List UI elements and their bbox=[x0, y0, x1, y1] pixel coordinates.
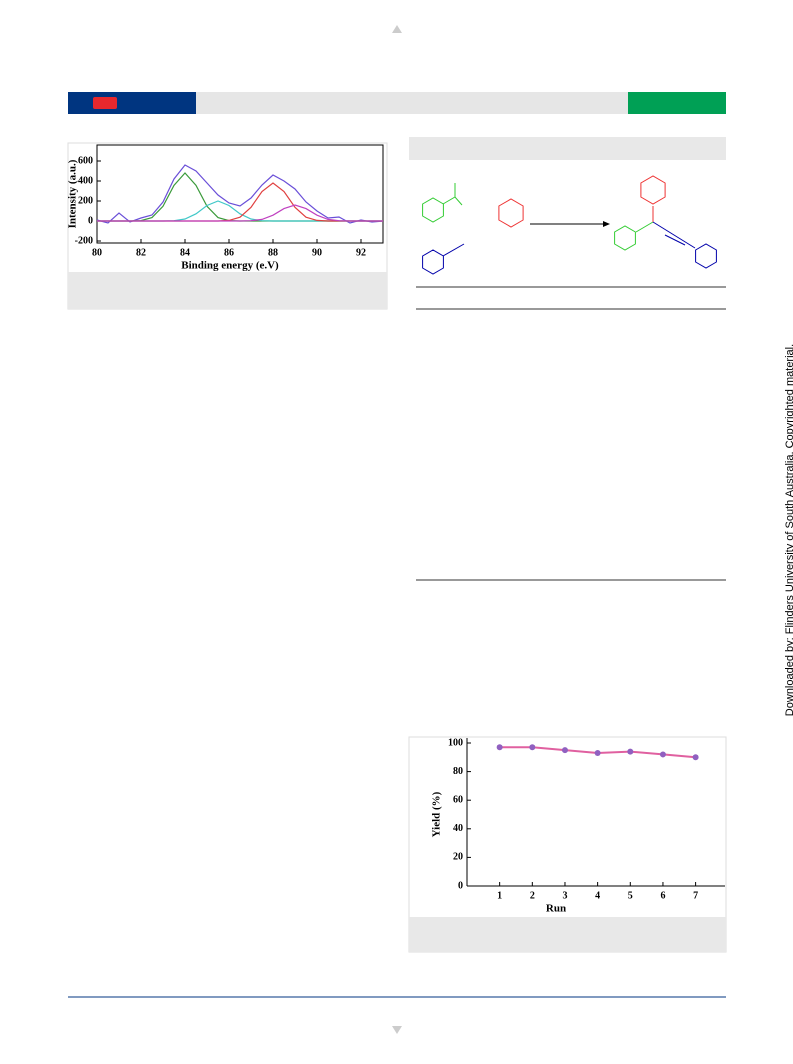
x-tick-label: 2 bbox=[530, 890, 535, 901]
x-axis-label: Run bbox=[546, 903, 566, 915]
data-point bbox=[659, 751, 666, 758]
data-point bbox=[529, 744, 536, 751]
data-point bbox=[496, 744, 503, 751]
x-tick-label: 80 bbox=[92, 247, 102, 258]
y-tick-label: 400 bbox=[78, 175, 93, 186]
figure-2 bbox=[408, 736, 727, 953]
y-axis-label: Yield (%) bbox=[431, 791, 443, 837]
header-bar bbox=[68, 92, 726, 114]
plot-frame bbox=[96, 144, 384, 244]
ring bbox=[422, 249, 444, 275]
data-line bbox=[96, 164, 384, 224]
y-tick-label: 20 bbox=[453, 852, 463, 863]
watermark: Downloaded by: Flinders University of So… bbox=[784, 344, 793, 716]
data-point bbox=[594, 750, 601, 757]
y-tick-label: 100 bbox=[448, 737, 463, 748]
y-tick-label: 60 bbox=[453, 794, 463, 805]
y-tick-label: 600 bbox=[78, 155, 93, 166]
data-point bbox=[627, 748, 634, 755]
x-tick-label: 82 bbox=[136, 247, 146, 258]
header-green bbox=[628, 92, 726, 114]
scroll-down[interactable] bbox=[392, 1026, 402, 1034]
data-point bbox=[561, 747, 568, 754]
ring bbox=[422, 197, 444, 223]
x-tick-label: 4 bbox=[595, 890, 600, 901]
y-tick-label: 200 bbox=[78, 195, 93, 206]
x-axis-label: Binding energy (e.V) bbox=[181, 260, 279, 272]
ring bbox=[695, 243, 717, 269]
header-blue bbox=[68, 92, 196, 114]
x-tick-label: 88 bbox=[268, 247, 278, 258]
x-tick-label: 86 bbox=[224, 247, 234, 258]
x-tick-label: 92 bbox=[356, 247, 366, 258]
x-tick-label: 1 bbox=[497, 890, 502, 901]
alkyne bbox=[442, 243, 465, 257]
x-tick-label: 90 bbox=[312, 247, 322, 258]
data-point bbox=[692, 754, 699, 761]
y-tick-label: -200 bbox=[75, 235, 93, 246]
bond bbox=[635, 221, 654, 233]
x-tick-label: 3 bbox=[562, 890, 567, 901]
y-tick-label: 0 bbox=[458, 880, 463, 891]
ring bbox=[614, 225, 636, 251]
table-header bbox=[409, 137, 726, 160]
header-badge bbox=[93, 97, 117, 109]
y-tick-label: 40 bbox=[453, 823, 463, 834]
ring bbox=[498, 198, 524, 228]
x-tick-label: 5 bbox=[628, 890, 633, 901]
x-tick-label: 7 bbox=[693, 890, 698, 901]
x-tick-label: 6 bbox=[660, 890, 665, 901]
alkyne bbox=[652, 221, 696, 249]
x-tick-label: 84 bbox=[180, 247, 190, 258]
data-line bbox=[97, 204, 383, 222]
y-tick-label: 80 bbox=[453, 766, 463, 777]
y-axis-label: Intensity (a.u.) bbox=[67, 159, 79, 228]
alkyne bbox=[664, 234, 686, 246]
figure-1-caption bbox=[68, 272, 387, 309]
y-tick-label: 0 bbox=[88, 215, 93, 226]
ring bbox=[640, 175, 666, 205]
vinyl bbox=[442, 196, 463, 206]
figure-2-caption bbox=[409, 917, 726, 952]
arrow-head bbox=[603, 221, 610, 227]
scroll-up[interactable] bbox=[392, 25, 402, 33]
